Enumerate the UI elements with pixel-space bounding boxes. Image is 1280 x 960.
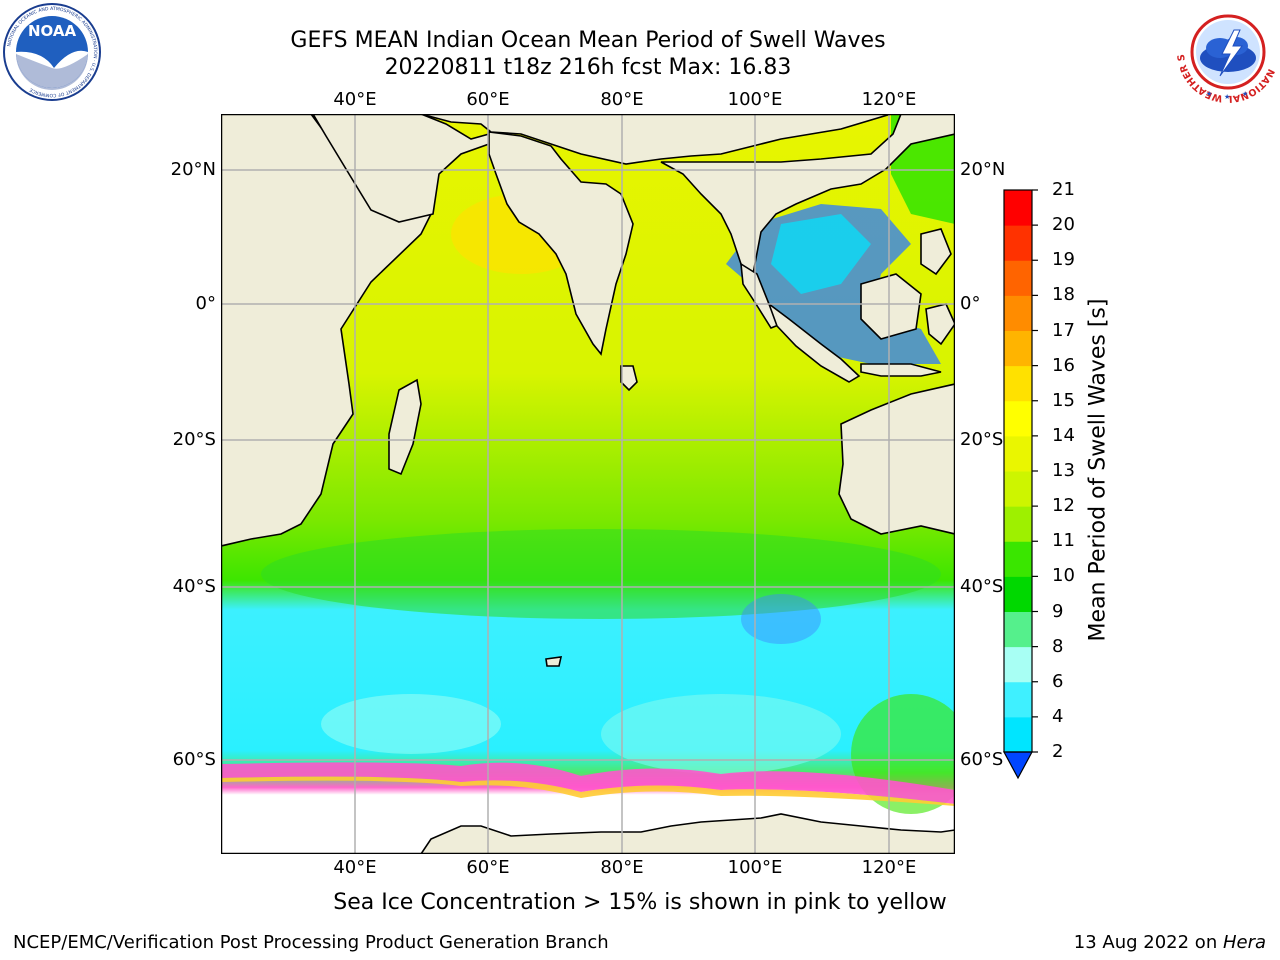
lat-label-right: 0° [960, 293, 981, 314]
lon-label-top: 60°E [466, 89, 510, 110]
svg-text:★: ★ [1242, 90, 1248, 98]
lon-label-top: 40°E [333, 89, 377, 110]
colorbar-extend-arrow [1002, 751, 1034, 780]
lat-label-right: 60°S [960, 749, 1004, 770]
colorbar-tick-label: 12 [1052, 495, 1075, 517]
chart-subtitle: 20220811 t18z 216h fcst Max: 16.83 [384, 55, 792, 80]
lat-label-left: 20°S [172, 429, 216, 450]
colorbar-tick-label: 17 [1052, 319, 1075, 341]
colorbar-tick-label: 15 [1052, 389, 1075, 411]
lon-label-bottom: 120°E [861, 857, 917, 878]
colorbar-tick-label: 20 [1052, 214, 1075, 236]
svg-text:★: ★ [1206, 90, 1212, 98]
lon-label-top: 120°E [861, 89, 917, 110]
colorbar-segment [1004, 646, 1032, 683]
footer-credit: NCEP/EMC/Verification Post Processing Pr… [13, 932, 609, 953]
lon-label-top: 100°E [727, 89, 783, 110]
colorbar-tick-label: 8 [1052, 635, 1064, 657]
colorbar-tick-label: 18 [1052, 284, 1075, 306]
lat-label-left: 60°S [172, 749, 216, 770]
colorbar-segment [1004, 611, 1032, 648]
noaa-logo: NOAA NATIONAL OCEANIC AND ATMOSPHERIC AD… [3, 3, 101, 101]
colorbar-segment [1004, 541, 1032, 577]
lat-label-left: 40°S [172, 576, 216, 597]
footer-host: Hera [1222, 932, 1266, 953]
colorbar-tick-label: 13 [1052, 460, 1075, 481]
colorbar-segment [1004, 576, 1032, 612]
lon-label-bottom: 80°E [600, 857, 644, 878]
colorbar-segment [1004, 681, 1032, 718]
lat-label-left: 20°N [170, 159, 216, 180]
land [221, 114, 955, 854]
lat-label-left: 0° [195, 293, 216, 314]
colorbar-segment [1004, 471, 1032, 507]
svg-text:★: ★ [1224, 93, 1230, 101]
map-panel [221, 114, 955, 854]
colorbar-segment [1004, 260, 1032, 296]
colorbar-tick-label: 19 [1052, 249, 1075, 271]
colorbar-tick-label: 14 [1052, 424, 1075, 446]
colorbar-tick-label: 6 [1052, 670, 1064, 692]
sea-ice-edge [221, 762, 955, 804]
colorbar-tick-label: 9 [1052, 600, 1064, 622]
footer-date: 13 Aug 2022 on Hera [1073, 932, 1266, 953]
sea-ice-note: Sea Ice Concentration > 15% is shown in … [333, 890, 947, 915]
colorbar-tick-label: 4 [1052, 705, 1064, 727]
colorbar-tick-label: 11 [1052, 530, 1075, 552]
colorbar-tick-label: 21 [1052, 179, 1075, 200]
colorbar-tick-label: 10 [1052, 565, 1075, 587]
chart-title: GEFS MEAN Indian Ocean Mean Period of Sw… [290, 28, 886, 53]
colorbar-tick-label: 16 [1052, 354, 1075, 376]
noaa-logo-text: NOAA [28, 22, 77, 40]
lon-label-bottom: 60°E [466, 857, 510, 878]
colorbar-tick-label: 2 [1052, 741, 1064, 762]
lat-label-right: 20°N [960, 159, 1006, 180]
graticule [221, 114, 955, 854]
colorbar-segment [1004, 400, 1032, 437]
lon-label-bottom: 100°E [727, 857, 783, 878]
colorbar-segment [1004, 716, 1032, 753]
lat-label-right: 40°S [960, 576, 1004, 597]
lon-label-bottom: 40°E [333, 857, 377, 878]
colorbar-segment [1004, 435, 1032, 472]
lon-label-top: 80°E [600, 89, 644, 110]
nws-logo: NATIONAL WEATHER SERVICE ★ ★ ★ [1176, 0, 1278, 104]
colorbar-segment [1004, 330, 1032, 367]
colorbar-segment [1004, 506, 1032, 542]
colorbar-label: Mean Period of Swell Waves [s] [1085, 298, 1111, 642]
colorbar-segment [1004, 295, 1032, 331]
colorbar-segment [1004, 225, 1032, 261]
lat-label-right: 20°S [960, 429, 1004, 450]
colorbar [1002, 189, 1038, 780]
colorbar-segment [1004, 190, 1032, 226]
colorbar-segment [1004, 365, 1032, 402]
